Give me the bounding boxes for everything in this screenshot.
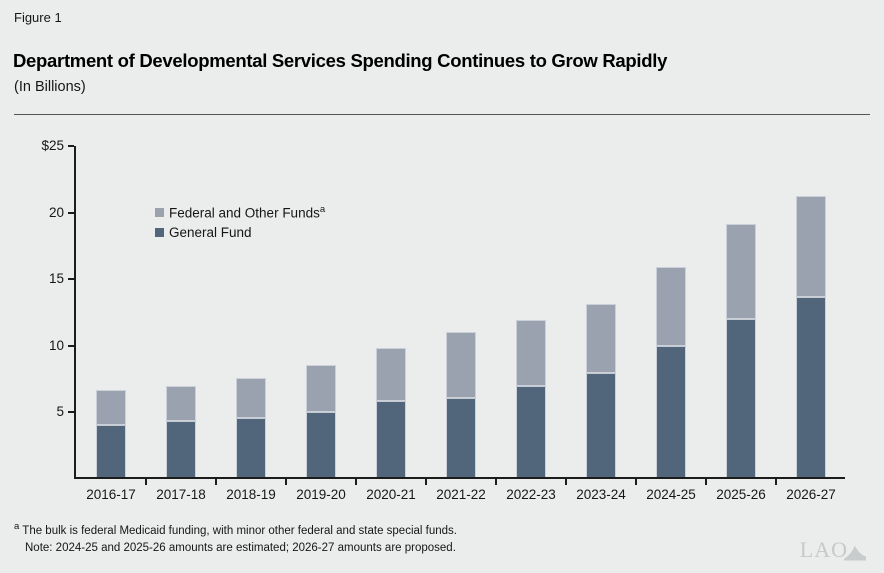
footnote-note: Note: 2024-25 and 2025-26 amounts are es…	[25, 542, 456, 554]
stacked-bar-2017-18	[166, 386, 196, 477]
lao-emblem-icon	[844, 545, 866, 561]
x-axis-label: 2025-26	[716, 487, 766, 502]
y-axis-tick	[68, 411, 74, 414]
lao-logo-text: LAO	[799, 537, 848, 562]
x-axis-label: 2016-17	[86, 487, 136, 502]
x-axis-tick	[285, 479, 287, 485]
legend-item-general: General Fund	[155, 223, 325, 241]
x-axis-label: 2020-21	[366, 487, 416, 502]
x-axis-tick	[495, 479, 497, 485]
general-fund-swatch-icon	[155, 227, 164, 237]
lao-logo: LAO	[800, 539, 868, 561]
bar-segment-federal-other-funds	[796, 195, 826, 298]
bar-segment-general-fund	[166, 421, 196, 477]
x-axis-tick	[355, 479, 357, 485]
bar-segment-general-fund	[236, 418, 266, 477]
page-title: Department of Developmental Services Spe…	[13, 50, 668, 71]
x-axis-tick	[775, 479, 777, 485]
x-axis-tick	[215, 479, 217, 485]
bar-segment-federal-other-funds	[306, 365, 336, 412]
bar-segment-general-fund	[516, 386, 546, 477]
y-axis-label: 20	[48, 204, 64, 220]
bar-segment-general-fund	[586, 373, 616, 477]
bar-segment-general-fund	[656, 346, 686, 477]
stacked-bar-2021-22	[446, 331, 476, 477]
chart-legend: Federal and Other Fundsa General Fund	[155, 203, 325, 243]
stacked-bar-2016-17	[96, 390, 126, 477]
y-axis-tick	[68, 278, 74, 281]
stacked-bar-2022-23	[516, 319, 546, 477]
header-divider	[14, 114, 870, 115]
bar-segment-federal-other-funds	[586, 303, 616, 374]
bar-segment-general-fund	[796, 297, 826, 477]
y-axis-label: 15	[48, 271, 64, 287]
legend-footnote-marker: a	[319, 203, 326, 215]
bar-segment-general-fund	[446, 398, 476, 477]
stacked-bar-2019-20	[306, 365, 336, 477]
stacked-bar-2024-25	[656, 266, 686, 477]
y-axis-label: 10	[48, 337, 64, 353]
bar-segment-general-fund	[96, 425, 126, 477]
bar-segment-general-fund	[726, 318, 756, 477]
stacked-bar-2020-21	[376, 347, 406, 477]
bar-segment-federal-other-funds	[236, 378, 266, 419]
federal-funds-swatch-icon	[155, 207, 164, 217]
x-axis-label: 2017-18	[156, 487, 206, 502]
bar-segment-federal-other-funds	[446, 331, 476, 399]
chart-subtitle: (In Billions)	[14, 79, 86, 95]
bar-segment-federal-other-funds	[516, 319, 546, 387]
bar-segment-federal-other-funds	[726, 223, 756, 319]
stacked-bar-2025-26	[726, 223, 756, 477]
x-axis-label: 2019-20	[296, 487, 346, 502]
y-axis-tick	[68, 211, 74, 214]
x-axis-label: 2024-25	[646, 487, 696, 502]
footnote-a-marker: a	[14, 521, 20, 532]
y-axis-label: 5	[56, 404, 64, 420]
y-axis-label: $25	[41, 138, 64, 153]
bar-segment-federal-other-funds	[376, 347, 406, 402]
x-axis-tick	[565, 479, 567, 485]
x-axis-tick	[145, 479, 147, 485]
legend-label-general: General Fund	[169, 224, 252, 240]
y-axis-tick	[68, 145, 74, 147]
x-axis-tick	[705, 479, 707, 485]
bar-segment-federal-other-funds	[166, 386, 196, 422]
legend-item-federal: Federal and Other Fundsa	[155, 203, 325, 221]
x-axis-label: 2026-27	[786, 487, 836, 502]
footnote-a: a The bulk is federal Medicaid funding, w…	[14, 521, 457, 537]
x-axis-tick	[425, 479, 427, 485]
x-axis-label: 2018-19	[226, 487, 276, 502]
y-axis-tick	[68, 344, 74, 347]
stacked-bar-2018-19	[236, 378, 266, 477]
x-axis-tick	[635, 479, 637, 485]
legend-label-federal: Federal and Other Fundsa	[169, 203, 326, 221]
x-axis-label: 2023-24	[576, 487, 626, 502]
bar-segment-general-fund	[376, 401, 406, 477]
stacked-bar-2026-27	[796, 195, 826, 477]
plot-area: 5 10 15 20 $25 2016-17 2017-18 2018-19 2019-20 20…	[41, 138, 845, 502]
x-axis-label: 2021-22	[436, 487, 486, 502]
stacked-bar-2023-24	[586, 303, 616, 477]
figure-label: Figure 1	[14, 10, 62, 25]
bar-segment-federal-other-funds	[96, 390, 126, 426]
x-axis-label: 2022-23	[506, 487, 556, 502]
bar-segment-general-fund	[306, 411, 336, 477]
bar-segment-federal-other-funds	[656, 266, 686, 347]
